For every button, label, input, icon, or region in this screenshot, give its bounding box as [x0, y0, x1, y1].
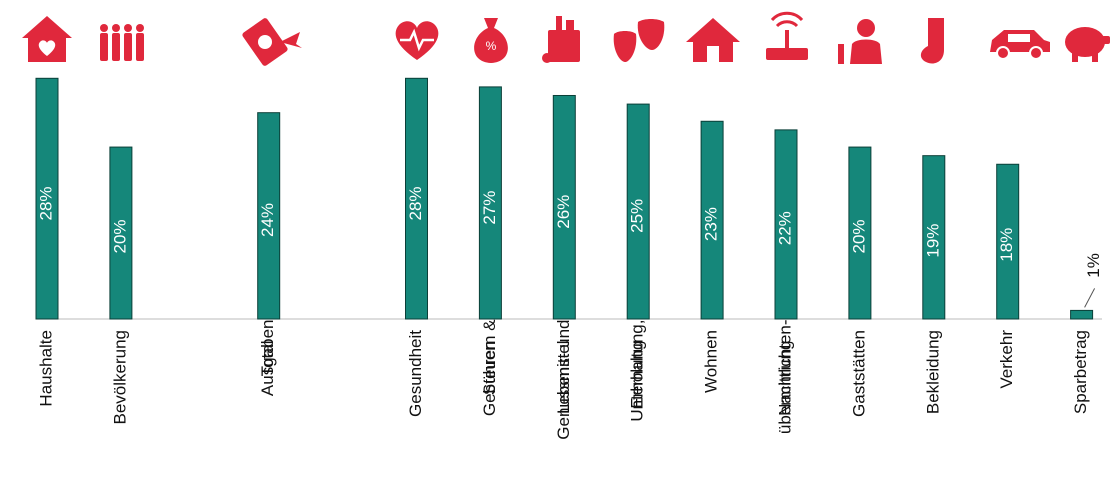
value-label: 20% [110, 219, 129, 253]
x-tick-label: übermittlung [775, 341, 794, 435]
bar [848, 146, 872, 320]
bar [257, 112, 281, 320]
svg-text:%: % [486, 39, 497, 53]
icon-car [990, 30, 1050, 60]
bar [109, 146, 133, 320]
x-tick-label: Unterhaltung, [628, 320, 647, 422]
value-label: 19% [923, 224, 942, 258]
x-tick-label: Steuern & [480, 319, 499, 395]
icon-bag: % [474, 18, 508, 63]
x-tick-label: Bevölkerung [110, 330, 129, 425]
bar [626, 103, 650, 320]
x-tick-label: Bekleidung [923, 330, 942, 414]
bar [35, 77, 59, 320]
icon-house [686, 18, 740, 62]
icon-router [766, 11, 808, 60]
icons: % [22, 11, 1110, 66]
icon-sock [920, 18, 944, 64]
leader-line [1084, 288, 1096, 308]
bar [405, 77, 428, 320]
value-label: 26% [554, 195, 573, 229]
icon-masks [613, 19, 665, 62]
x-tick-label: Nachrichten- [775, 320, 794, 416]
value-label: 22% [775, 211, 794, 245]
value-label: 25% [628, 199, 647, 233]
icon-waiter [838, 19, 882, 64]
value-label: 28% [406, 186, 425, 220]
value-label: 20% [849, 219, 868, 253]
icon-piggy [1065, 27, 1110, 62]
x-tick-label: Lebens- und [554, 320, 573, 415]
value-label: 23% [702, 207, 721, 241]
value-label: 24% [258, 203, 277, 237]
x-tick-label: Wohnen [702, 330, 721, 393]
bar [774, 129, 798, 320]
x-tick-label: Gaststätten [849, 330, 868, 417]
icon-people [100, 24, 144, 61]
icon-money [242, 18, 302, 66]
value-label: 18% [997, 228, 1016, 262]
bar [478, 86, 502, 320]
x-tick-label: Erholung [628, 341, 647, 409]
x-tick-label: Gebühren [480, 341, 499, 417]
x-tick-label: Sparbetrag [1071, 330, 1090, 414]
x-tick-label: Genussmittel [554, 341, 573, 440]
bar [700, 120, 724, 320]
x-tick-label: Gesundheit [406, 330, 425, 417]
value-label: 1% [1084, 253, 1103, 278]
bar [552, 94, 576, 320]
x-tick-label: Haushalte [36, 330, 55, 407]
bar [996, 163, 1020, 320]
x-tick-label: Ausgaben [258, 320, 277, 397]
bar [922, 155, 946, 320]
x-tick-label: Verkehr [997, 330, 1016, 389]
bar [1070, 309, 1094, 320]
x-tick-label: Total [258, 341, 277, 377]
value-label: 28% [36, 186, 55, 220]
icon-grocery [542, 16, 580, 63]
icon-house-heart [22, 16, 72, 62]
value-label: 27% [480, 191, 499, 225]
